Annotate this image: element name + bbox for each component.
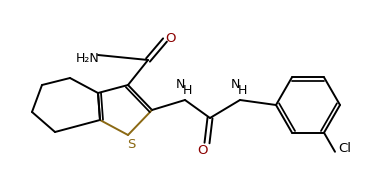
Text: H: H [182, 83, 192, 96]
Text: N: N [230, 79, 240, 92]
Text: H₂N: H₂N [76, 51, 100, 64]
Text: H: H [237, 83, 247, 96]
Text: S: S [127, 139, 135, 152]
Text: Cl: Cl [339, 142, 352, 155]
Text: O: O [197, 145, 207, 158]
Text: N: N [175, 79, 185, 92]
Text: O: O [165, 31, 175, 44]
